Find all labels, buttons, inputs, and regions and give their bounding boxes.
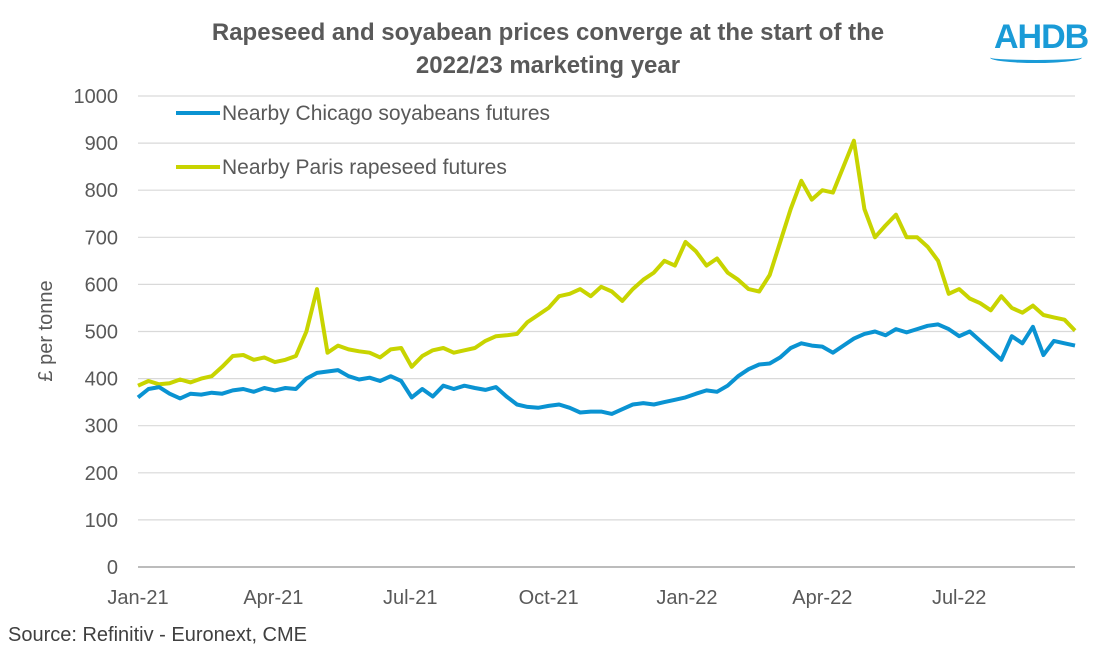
y-tick-label: 800 xyxy=(85,180,118,202)
y-axis-label: £ per tonne xyxy=(35,280,57,381)
legend-label-soyabeans: Nearby Chicago soyabeans futures xyxy=(222,102,550,125)
x-tick-label: Apr-21 xyxy=(243,587,303,609)
x-tick-label: Apr-22 xyxy=(792,587,852,609)
series-line-soyabeans xyxy=(136,322,1076,416)
x-tick-label: Jan-21 xyxy=(107,587,168,609)
ahdb-logo: AHDB xyxy=(994,18,1089,56)
x-tick-label: Oct-21 xyxy=(519,587,579,609)
y-tick-label: 400 xyxy=(85,369,118,391)
source-note: Source: Refinitiv - Euronext, CME xyxy=(8,624,307,646)
y-tick-label: 1000 xyxy=(74,86,119,108)
y-tick-label: 700 xyxy=(85,227,118,249)
x-tick-label: Jul-22 xyxy=(932,587,986,609)
y-tick-label: 600 xyxy=(85,274,118,296)
logo-swoosh xyxy=(990,52,1082,63)
chart-title-line-1: Rapeseed and soyabean prices converge at… xyxy=(212,19,884,46)
y-tick-label: 500 xyxy=(85,322,118,344)
legend-label-rapeseed: Nearby Paris rapeseed futures xyxy=(222,156,507,179)
x-tick-label: Jan-22 xyxy=(656,587,717,609)
chart-title-line-2: 2022/23 marketing year xyxy=(416,52,680,79)
series-line-rapeseed xyxy=(137,138,1077,388)
y-tick-label: 300 xyxy=(85,416,118,438)
y-tick-label: 200 xyxy=(85,463,118,485)
y-tick-label: 0 xyxy=(107,557,118,579)
x-tick-label: Jul-21 xyxy=(383,587,437,609)
y-tick-label: 100 xyxy=(85,510,118,532)
legend: Nearby Chicago soyabeans futures Nearby … xyxy=(176,102,550,179)
y-tick-label: 900 xyxy=(85,133,118,155)
